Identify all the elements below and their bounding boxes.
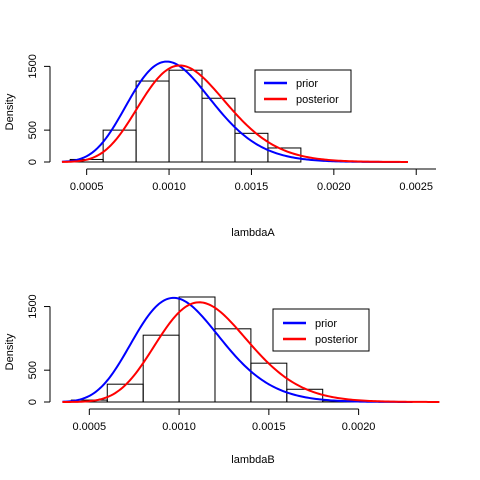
axes-lambdaA: 0.0005 0.0010 0.0015 0.0020 0.0025 0 500 1500: [27, 54, 436, 193]
x-ticks: 0.0005 0.0010 0.0015 0.0020 0.0025: [70, 169, 433, 193]
y-tick-label: 1500: [27, 294, 39, 318]
panel-lambdaA: 0.0005 0.0010 0.0015 0.0020 0.0025 05001500 …: [4, 54, 436, 239]
legend-lambdaB: prior posterior: [272, 308, 370, 352]
density-curve-posterior: [61, 64, 408, 163]
legend-prior-label: prior: [315, 318, 337, 330]
histogram-bar: [135, 80, 170, 163]
y-tick-label: 500: [27, 361, 39, 379]
y-tick-label: 1500: [27, 54, 39, 78]
histogram-bar: [142, 334, 180, 403]
x-tick-label: 0.0005: [72, 421, 106, 433]
legend-box: [272, 308, 370, 352]
panel-lambdaB: 0.0005 0.0010 0.0015 0.0020 0 500 1500 lambda…: [4, 294, 440, 466]
y-tick-label: 0: [27, 159, 39, 165]
legend-posterior-label: posterior: [315, 334, 358, 346]
histogram-bar: [178, 296, 216, 403]
histogram-bar: [106, 383, 144, 403]
legend-posterior-label: posterior: [296, 94, 339, 106]
x-axis-label: lambdaB: [231, 454, 274, 466]
y-ticks: 0 500 1500: [27, 54, 50, 165]
x-tick-label: 0.0005: [70, 181, 104, 193]
x-tick-label: 0.0025: [399, 181, 433, 193]
x-axis-label: lambdaA: [231, 227, 275, 239]
density-curve-posterior: [62, 301, 440, 403]
density-curve-prior: [62, 296, 413, 403]
density-curves-lambdaA: [61, 60, 408, 163]
density-curves-lambdaB: [62, 296, 440, 403]
x-tick-label: 0.0020: [317, 181, 351, 193]
legend-prior-label: prior: [296, 78, 318, 90]
x-tick-label: 0.0015: [235, 181, 269, 193]
legend-box: [254, 69, 352, 113]
x-ticks: 0.0005 0.0010 0.0015 0.0020: [72, 409, 375, 433]
axes-lambdaB: 0.0005 0.0010 0.0015 0.0020 0 500 1500: [27, 294, 375, 433]
x-tick-label: 0.0010: [152, 181, 186, 193]
x-tick-label: 0.0010: [162, 421, 196, 433]
legend-lambdaA: prior posterior: [254, 69, 352, 113]
histogram-bar: [201, 97, 236, 163]
y-axis-label: Density: [4, 333, 16, 370]
y-ticks: 0 500 1500: [27, 294, 50, 405]
histogram-bar: [250, 362, 288, 403]
y-tick-label: 500: [27, 121, 39, 139]
x-tick-label: 0.0020: [342, 421, 376, 433]
y-tick-label: 0: [27, 399, 39, 405]
x-tick-label: 0.0015: [252, 421, 286, 433]
y-axis-label: Density: [4, 93, 16, 130]
